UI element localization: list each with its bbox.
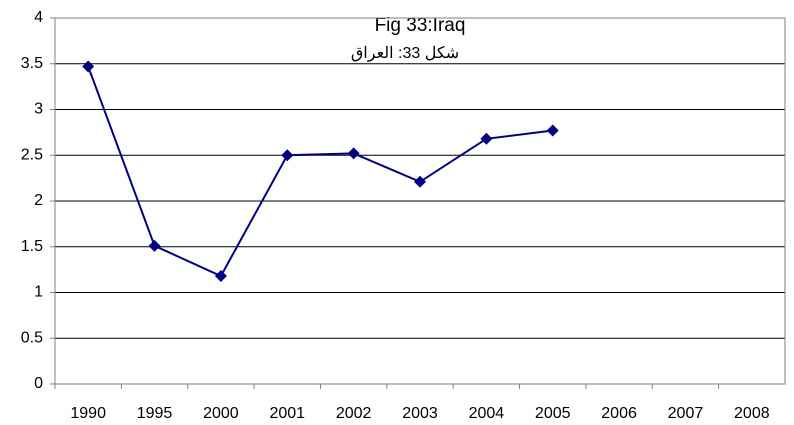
y-tick-label: 2.5 bbox=[21, 146, 43, 163]
marker bbox=[414, 175, 426, 188]
x-tick-label: 1990 bbox=[70, 405, 106, 422]
x-tick-label: 2008 bbox=[734, 405, 770, 422]
marker bbox=[281, 149, 294, 162]
x-tick-label: 2007 bbox=[668, 405, 704, 422]
chart-title: Fig 33:Iraq bbox=[375, 15, 466, 36]
x-tick-label: 2006 bbox=[601, 405, 637, 422]
y-tick-label: 2 bbox=[34, 192, 43, 209]
x-tick-label: 2002 bbox=[336, 405, 372, 422]
y-tick-label: 1.5 bbox=[21, 238, 43, 255]
x-tick-label: 2004 bbox=[469, 405, 505, 422]
chart-subtitle: شكل 33: العراق bbox=[351, 45, 459, 62]
x-tick-label: 2003 bbox=[402, 405, 438, 422]
marker bbox=[347, 147, 360, 160]
marker bbox=[214, 270, 227, 283]
marker bbox=[546, 124, 559, 137]
y-tick-label: 4 bbox=[34, 9, 43, 26]
x-tick-label: 2001 bbox=[269, 405, 305, 422]
x-tick-label: 1995 bbox=[137, 405, 173, 422]
series-line bbox=[87, 66, 553, 278]
y-tick-label: 1 bbox=[34, 284, 43, 301]
y-tick-label: 0 bbox=[34, 375, 43, 392]
x-tick-label: 2000 bbox=[203, 405, 239, 422]
marker bbox=[480, 132, 493, 145]
marker bbox=[148, 239, 161, 252]
y-tick-label: 0.5 bbox=[21, 329, 43, 346]
y-tick-label: 3.5 bbox=[21, 55, 43, 72]
y-tick-label: 3 bbox=[34, 101, 43, 118]
x-tick-label: 2005 bbox=[535, 405, 571, 422]
marker bbox=[82, 60, 95, 73]
plot-border bbox=[54, 17, 786, 385]
